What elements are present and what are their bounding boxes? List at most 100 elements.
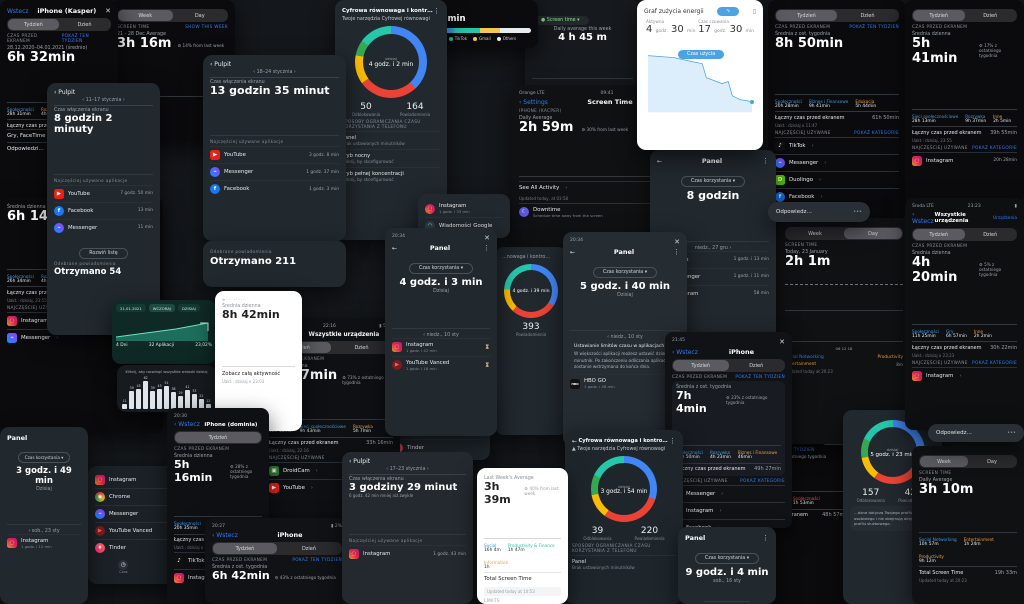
notification-reply-pill-2[interactable]: Odpowiedz… ••• <box>928 424 1024 442</box>
list-item[interactable]: Tryb nocny Kliknij, by skonfigurować <box>342 149 440 167</box>
back-icon[interactable]: ← <box>392 244 398 252</box>
see-all-activity-row[interactable]: See All Activity › <box>519 180 672 194</box>
app-row[interactable]: ◌Instagram› <box>912 366 1017 384</box>
show-this-week-link[interactable]: SHOW THIS WEEK <box>185 25 228 30</box>
app-row[interactable]: ⌁ Messenger 11 min <box>54 218 153 236</box>
app-row[interactable]: ◌ Instagram 1 godz. i 33 min <box>425 200 503 217</box>
more-icon[interactable]: ••• <box>853 209 862 215</box>
downtime-row[interactable]: ☾ Downtime Schedule time away from the scr… <box>519 202 672 221</box>
timer-icon[interactable]: ⏳ <box>484 344 490 350</box>
list-item[interactable]: Tryb pełnej koncentracji Kliknij, by skon… <box>342 167 440 185</box>
tab-week[interactable]: Tydzień <box>776 10 837 21</box>
back-button[interactable]: ‹ Wstecz <box>174 421 200 428</box>
tab-week[interactable]: Tydzień <box>913 10 965 21</box>
app-row[interactable]: ▣ DroidCam › <box>269 462 393 479</box>
overflow-menu-icon[interactable]: ⋮ <box>433 7 440 15</box>
see-all-activity-link[interactable]: Zobacz całą aktywność <box>222 370 281 377</box>
app-row[interactable]: ◠ Wiadomości Google <box>425 217 503 234</box>
date-picker[interactable]: ‹ sob., 23 sty <box>28 528 60 534</box>
date-picker[interactable]: niedz., 27 gru › <box>694 245 732 251</box>
tab-week[interactable]: Tydzień <box>213 543 277 554</box>
tab-day[interactable]: Dzień <box>354 344 369 351</box>
overflow-menu-icon[interactable]: ⋮ <box>762 534 769 542</box>
tab-yesterday[interactable]: WCZORAJ <box>148 304 175 312</box>
back-button[interactable]: ‹ Wstecz <box>912 211 934 225</box>
back-button[interactable]: ‹ Settings <box>519 98 548 106</box>
overflow-menu-icon[interactable]: ⋮ <box>762 157 769 165</box>
app-row[interactable]: ◌ Instagram 1 godz. i 42 min ⏳ <box>392 337 490 356</box>
back-button[interactable]: ‹ Pulpit <box>349 458 371 465</box>
period-picker[interactable]: ‹ 11–17 stycznia › <box>82 98 125 103</box>
tab-today[interactable]: DZISIAJ <box>177 304 200 312</box>
notification-reply-pill[interactable]: Odpowiedz… ••• <box>768 202 870 222</box>
overflow-menu-icon[interactable]: ⋮ <box>673 248 680 256</box>
app-row[interactable]: ♪TikTok› <box>775 136 899 154</box>
period-picker[interactable]: ‹ 18–24 stycznia › <box>253 70 296 75</box>
back-button[interactable]: ‹ Pulpit <box>210 61 232 68</box>
usage-donut-chart[interactable]: dzisiaj 4 godz. i 2 min <box>355 26 427 98</box>
total-screen-time-row[interactable]: Total Screen Time <box>484 572 561 585</box>
show-categories-link[interactable]: POKAŻ KATEGORIE <box>854 130 899 136</box>
show-categories-link[interactable]: POKAŻ KATEGORIE <box>972 360 1017 366</box>
tab-date[interactable]: 21.01.2021 <box>116 304 146 312</box>
usage-chip[interactable]: Czas użycia <box>678 50 725 59</box>
app-row[interactable]: ⌁Messenger› <box>775 153 899 171</box>
tab-day[interactable]: Dzień <box>77 21 92 28</box>
tab-week[interactable]: Week <box>808 230 822 237</box>
devices-link[interactable]: Urządzenia <box>993 215 1017 221</box>
app-row[interactable]: f Facebook 13 min <box>54 201 153 219</box>
app-row[interactable]: ◌ Instagram 20h 28min <box>912 151 1017 169</box>
show-categories-link[interactable]: POKAŻ KATEGORIE <box>972 145 1017 151</box>
tab-day[interactable]: Day <box>844 228 902 239</box>
tab-day[interactable]: Day <box>987 458 997 465</box>
tab-week[interactable]: Tydzień <box>8 19 59 30</box>
list-item[interactable]: Panel Brak ustawionych minutników <box>572 555 676 573</box>
close-icon[interactable]: ✕ <box>105 7 111 15</box>
tab-week[interactable]: Week <box>920 456 968 467</box>
usage-dropdown[interactable]: Czas korzystania ▾ <box>680 176 746 187</box>
more-icon[interactable]: ••• <box>1007 430 1016 436</box>
tab-day[interactable]: Dzień <box>983 12 998 19</box>
chart-toggle[interactable]: ∿ <box>717 7 740 16</box>
usage-donut-chart[interactable]: dzisiaj 3 godz. i 54 min <box>591 456 657 522</box>
overflow-menu-icon[interactable]: ⋮ <box>669 437 676 445</box>
close-icon[interactable]: ✕ <box>779 338 785 346</box>
close-icon[interactable]: ✕ <box>484 234 490 242</box>
screen-time-dropdown[interactable]: ● Screen time ▾ <box>532 16 589 25</box>
app-row[interactable]: ◌ Instagram 1 godz. i 12 min <box>7 533 81 552</box>
app-row[interactable]: f Facebook 1 godz. 3 min <box>210 180 339 197</box>
tab-week[interactable]: Tydzień <box>673 360 729 371</box>
app-row[interactable]: ▶ YouTube Vanced 1 godz. i 18 min ⏳ <box>392 355 490 374</box>
timer-icon[interactable]: ⏳ <box>484 362 490 368</box>
back-button[interactable]: ‹ Wstecz <box>672 348 698 356</box>
show-week-link[interactable]: POKAŻ TEN TYDZIEŃ <box>849 25 899 30</box>
tab-week[interactable]: Tydzień <box>913 229 965 240</box>
app-row[interactable]: ◌Instagram› <box>672 502 785 519</box>
usage-dropdown[interactable]: Czas korzystania ▾ <box>408 263 474 274</box>
app-row[interactable]: D Duolingo › <box>775 170 899 188</box>
date-picker[interactable]: ‹ niedz., 10 sty <box>607 334 643 340</box>
usage-dropdown[interactable]: Czas korzystania ▾ <box>694 553 760 564</box>
back-button[interactable]: Wstecz <box>7 7 29 15</box>
tab-week[interactable]: Week <box>118 10 173 21</box>
overflow-menu-icon[interactable]: ⋮ <box>483 244 490 252</box>
app-row[interactable]: ⌁ Messenger 1 godz. 37 min <box>210 163 339 180</box>
tab-day[interactable]: Dzień <box>983 231 998 238</box>
tab-day[interactable]: Day <box>194 12 205 19</box>
usage-dropdown[interactable]: Czas korzystania ▾ <box>17 452 71 463</box>
back-button[interactable]: ‹ Pulpit <box>54 89 76 96</box>
timer-shortcut[interactable]: ◷ Czas <box>118 560 129 574</box>
app-row[interactable]: ▶ YouTube › <box>269 479 393 496</box>
app-row[interactable]: ◌ Instagram 1 godz. 43 min <box>349 545 466 562</box>
show-week-link[interactable]: POKAŻ TEN TYDZIEŃ <box>292 558 342 563</box>
back-icon[interactable]: ← <box>570 248 576 256</box>
back-icon[interactable]: ← <box>572 437 578 445</box>
show-week-link[interactable]: POKAŻ TEN TYDZIEŃ <box>735 375 785 380</box>
close-icon[interactable]: ✕ <box>674 238 680 246</box>
show-categories-link[interactable]: POKAŻ KATEGORIE <box>740 479 785 485</box>
tab-day[interactable]: Dzień <box>860 12 875 19</box>
expand-list-button[interactable]: Rozwiń listę <box>79 247 128 259</box>
show-week-link[interactable]: POKAŻ TEN TYDZIEŃ <box>61 34 89 44</box>
